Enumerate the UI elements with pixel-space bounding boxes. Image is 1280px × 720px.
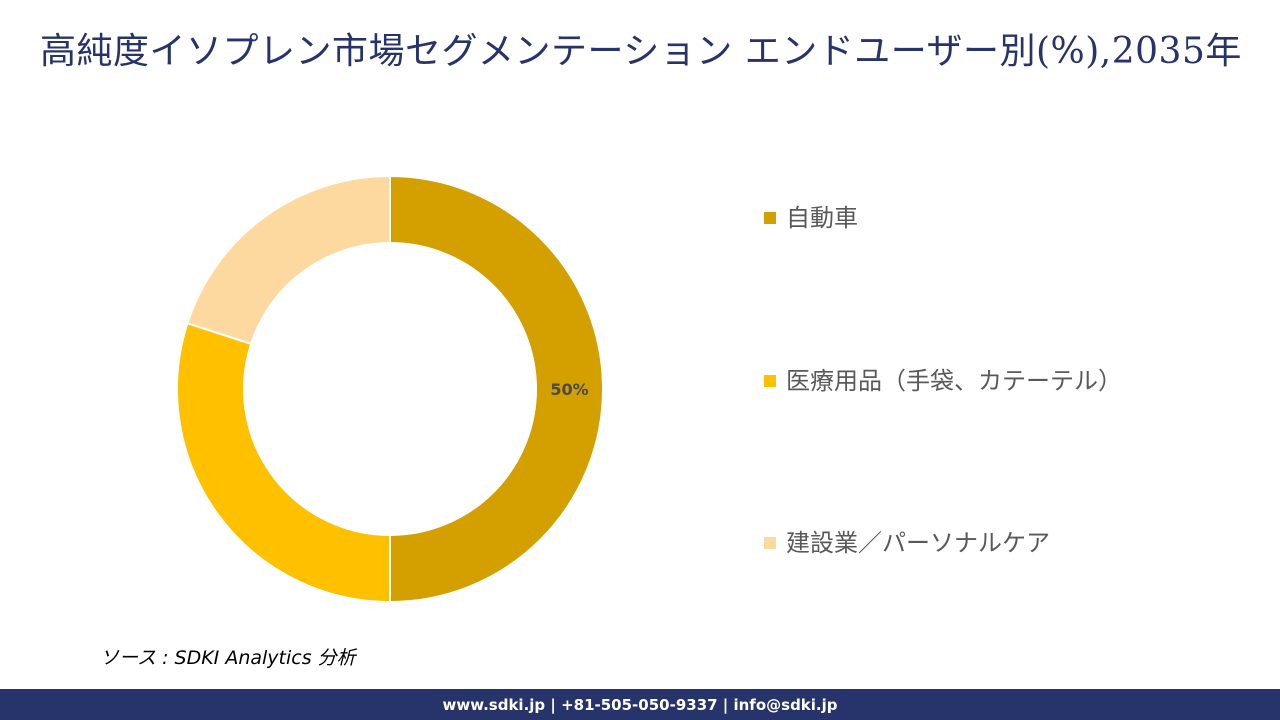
donut-slice	[389, 174, 604, 604]
donut-slice	[186, 174, 391, 346]
donut-slice	[176, 321, 391, 604]
footer-bar: www.sdki.jp | +81-505-050-9337 | info@sd…	[0, 689, 1280, 720]
legend-swatch-icon	[764, 537, 776, 549]
footer-contact: www.sdki.jp | +81-505-050-9337 | info@sd…	[442, 695, 838, 714]
legend-label: 医療用品（手袋、カテーテル）	[786, 367, 1122, 395]
donut-chart-svg: 50%	[176, 174, 604, 604]
slice-data-label: 50%	[550, 380, 588, 399]
legend-swatch-icon	[764, 212, 776, 224]
legend-item-construction-personal-care: 建設業／パーソナルケア	[764, 528, 1050, 558]
legend-swatch-icon	[764, 375, 776, 387]
legend-item-automotive: 自動車	[764, 203, 858, 233]
donut-chart: 50%	[170, 168, 610, 610]
chart-title: 高純度イソプレン市場セグメンテーション エンドユーザー別(%),2035年	[40, 31, 1242, 72]
legend-label: 建設業／パーソナルケア	[786, 529, 1050, 557]
legend-label: 自動車	[786, 204, 858, 232]
legend-item-medical-supplies: 医療用品（手袋、カテーテル）	[764, 366, 1122, 396]
source-note: ソース : SDKI Analytics 分析	[100, 647, 356, 669]
